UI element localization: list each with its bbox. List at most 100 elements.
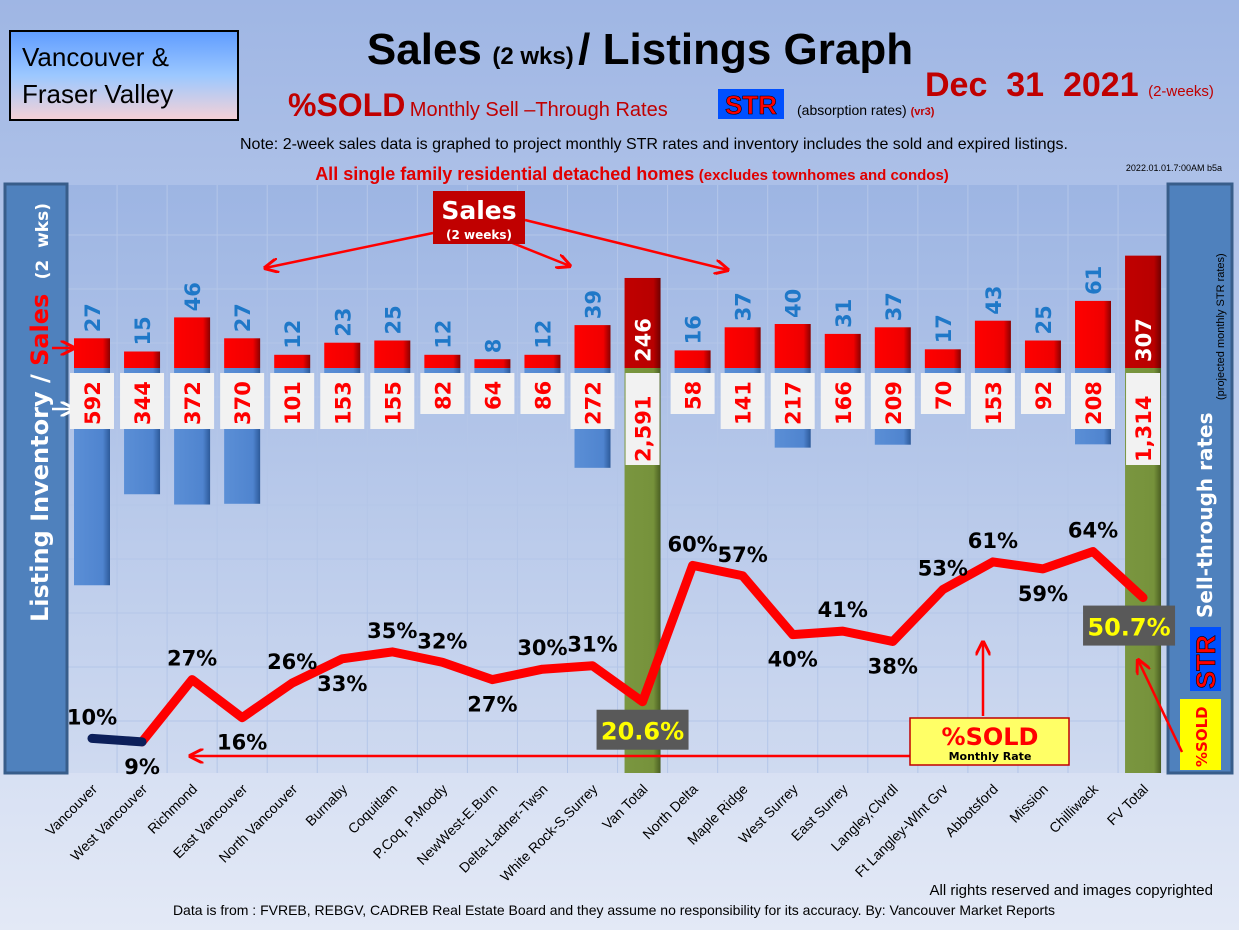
right-sold-badge-bg	[1180, 699, 1221, 770]
region-line-1: Vancouver &	[22, 42, 169, 72]
inventory-label: 153	[982, 381, 1006, 425]
sales-label: 8	[481, 339, 505, 354]
str-label: 57%	[718, 543, 768, 567]
right-sold-badge: %SOLD	[1193, 706, 1211, 767]
subtitle: %SOLD Monthly Sell –Through Rates	[288, 87, 668, 123]
inventory-label-box	[520, 373, 565, 414]
inventory-label-box	[670, 373, 715, 414]
left-axis-label-period: (2 wks)	[33, 203, 53, 285]
str-label: 40%	[768, 648, 818, 672]
sales-label: 40	[782, 289, 806, 318]
sales-annotation: Sales (2 weeks)	[265, 191, 728, 270]
right-str-badge-bg	[1190, 627, 1221, 691]
inventory-label: 344	[131, 381, 155, 425]
sales-label: 31	[832, 299, 856, 328]
str-total-box	[596, 709, 689, 750]
labels-layer: 27 592 15 344 46 372 27 370 12 101 23 153 25 155 12 82 8…	[67, 266, 1176, 779]
sales-annotation-box	[433, 191, 525, 244]
sales-label: 12	[531, 320, 555, 349]
sales-annotation-sub: (2 weeks)	[446, 228, 512, 242]
sales-label: 43	[982, 285, 1006, 314]
timestamp: 2022.01.01.7:00AM b5a	[1126, 163, 1222, 173]
sales-bar	[1075, 300, 1111, 368]
inventory-label-box	[770, 373, 815, 429]
sales-bar	[324, 342, 361, 368]
date-note: (2-weeks)	[1148, 83, 1214, 100]
sold-annotation-box	[909, 717, 1070, 766]
sales-bar	[174, 317, 211, 368]
inventory-label-box	[370, 373, 415, 429]
sales-label: 46	[181, 282, 205, 311]
sales-bar	[974, 320, 1011, 368]
inventory-total-label: 1,314	[1132, 396, 1156, 462]
inventory-label: 209	[882, 381, 906, 425]
inventory-label-box	[625, 373, 660, 465]
inventory-label-box	[120, 373, 165, 429]
right-str-badge: STR	[1191, 635, 1221, 689]
sales-bar	[724, 327, 761, 368]
left-axis-label-sales: Sales	[26, 294, 54, 366]
subtitle-rest: Monthly Sell –Through Rates	[410, 99, 668, 121]
inventory-label-box	[320, 373, 365, 429]
version-text: (vr3)	[911, 106, 935, 118]
inventory-label-box	[1020, 373, 1065, 414]
str-label: 41%	[818, 598, 868, 622]
sales-label: 37	[732, 292, 756, 321]
inventory-label: 92	[1032, 381, 1056, 410]
sales-bar	[924, 349, 961, 368]
inventory-label: 370	[231, 381, 255, 425]
str-label: 64%	[1068, 519, 1118, 543]
inventory-label-box	[920, 373, 965, 414]
inventory-label-box	[570, 373, 615, 429]
inventory-label: 153	[331, 381, 355, 425]
inventory-label: 166	[832, 381, 856, 425]
str-label: 30%	[517, 636, 567, 660]
inventory-label-box	[420, 373, 465, 414]
sales-label: 12	[431, 320, 455, 349]
inventory-label: 155	[381, 381, 405, 425]
inventory-label: 86	[531, 381, 555, 410]
right-axis-label: Sell-through rates	[1193, 412, 1217, 618]
sales-bar	[1024, 340, 1061, 368]
left-axis-label-inventory: Listing Inventory /	[26, 366, 54, 622]
str-line-start-segment	[87, 733, 147, 747]
inventory-label: 592	[81, 381, 105, 425]
sales-label: 61	[1082, 266, 1106, 295]
str-label: 26%	[267, 650, 317, 674]
sales-bar	[474, 359, 511, 368]
title-part-2: / Listings Graph	[578, 25, 913, 74]
sales-label: 37	[882, 292, 906, 321]
str-label: 32%	[417, 629, 467, 653]
inventory-label-box	[820, 373, 865, 429]
inventory-label-box	[1126, 373, 1161, 465]
sales-bar	[274, 354, 311, 368]
right-axis-panel: Sell-through rates (projected monthly ST…	[1166, 182, 1234, 775]
inventory-label-box	[870, 373, 915, 429]
sales-label: 25	[381, 305, 405, 334]
inventory-label-box	[970, 373, 1015, 429]
inventory-label-box	[470, 373, 515, 414]
sales-label: 27	[231, 303, 255, 332]
source-text: Data is from : FVREB, REBGV, CADREB Real…	[173, 902, 1055, 918]
str-label: 27%	[467, 693, 517, 717]
sales-total-label: 307	[1132, 318, 1156, 362]
inventory-label: 64	[481, 381, 505, 410]
sales-label: 39	[582, 290, 606, 319]
sales-label: 23	[331, 307, 355, 336]
str-total-label: 20.6%	[601, 718, 684, 746]
sales-bar	[424, 354, 461, 368]
str-total-label: 50.7%	[1087, 614, 1170, 642]
sales-bar	[74, 338, 110, 368]
title-part-1: Sales	[367, 25, 482, 74]
inventory-label-box	[720, 373, 765, 429]
inventory-total-label: 2,591	[632, 396, 656, 462]
sales-label: 17	[932, 314, 956, 343]
subtitle-sold: %SOLD	[288, 87, 405, 123]
sales-bar	[774, 324, 811, 368]
sales-bar	[224, 338, 261, 368]
sales-total-bar	[1125, 255, 1162, 368]
sales-label: 16	[682, 315, 706, 344]
report-date: Dec 31 2021 (2-weeks)	[925, 66, 1214, 104]
inventory-label-box	[220, 373, 265, 429]
